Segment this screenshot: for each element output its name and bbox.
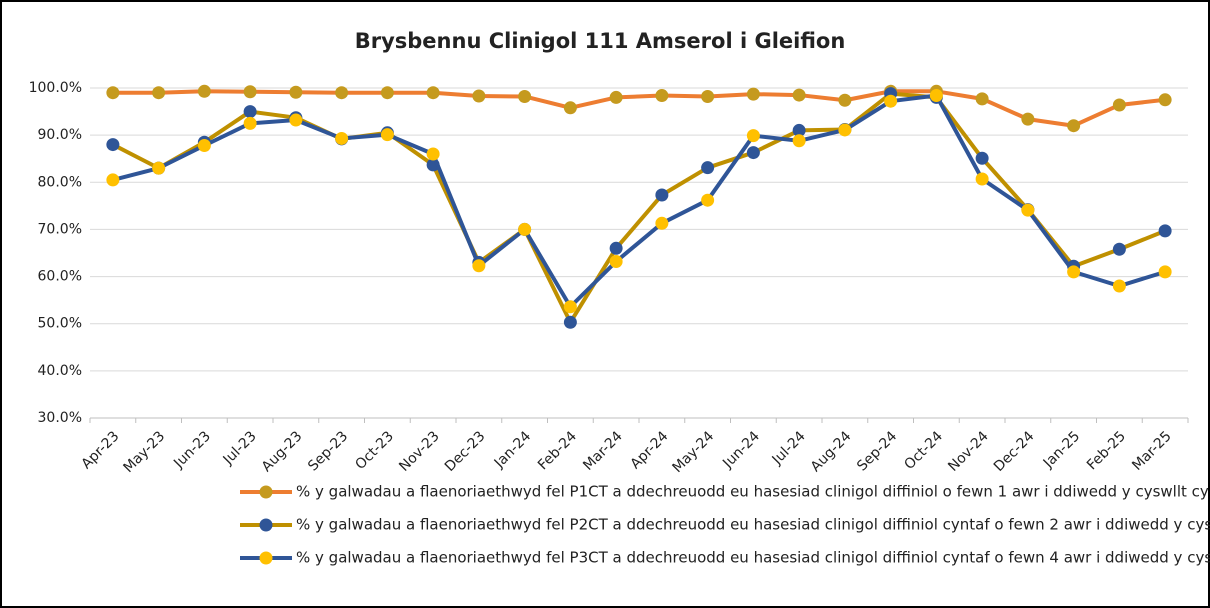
y-tick-label: 30.0% xyxy=(38,410,82,426)
point xyxy=(380,86,394,100)
point xyxy=(929,89,943,103)
point xyxy=(884,94,898,108)
point xyxy=(746,146,760,160)
point xyxy=(197,139,211,153)
y-tick-label: 50.0% xyxy=(38,316,82,332)
legend-label: % y galwadau a flaenoriaethwyd fel P3CT … xyxy=(296,549,1210,567)
point xyxy=(197,84,211,98)
point xyxy=(518,89,532,103)
point xyxy=(563,315,577,329)
point xyxy=(1158,265,1172,279)
point xyxy=(1158,224,1172,238)
point xyxy=(792,88,806,102)
point xyxy=(289,85,303,99)
point xyxy=(289,113,303,127)
point xyxy=(380,128,394,142)
point xyxy=(609,241,623,255)
point xyxy=(1158,93,1172,107)
point xyxy=(563,101,577,115)
point xyxy=(152,161,166,175)
point xyxy=(655,216,669,230)
point xyxy=(701,193,715,207)
point xyxy=(701,89,715,103)
y-tick-label: 40.0% xyxy=(38,363,82,379)
series-line xyxy=(111,91,1166,325)
point xyxy=(838,123,852,137)
point xyxy=(243,85,257,99)
point xyxy=(1021,203,1035,217)
chart-title: Brysbennu Clinigol 111 Amserol i Gleifio… xyxy=(355,29,846,53)
point xyxy=(609,254,623,268)
point xyxy=(1112,279,1126,293)
point xyxy=(1112,98,1126,112)
legend-marker xyxy=(259,518,273,532)
point xyxy=(1021,112,1035,126)
legend-marker xyxy=(259,485,273,499)
point xyxy=(746,129,760,143)
point xyxy=(1112,242,1126,256)
point xyxy=(838,93,852,107)
y-tick-label: 100.0% xyxy=(29,80,82,96)
point xyxy=(472,89,486,103)
y-tick-label: 70.0% xyxy=(38,221,82,237)
point xyxy=(746,87,760,101)
point xyxy=(426,147,440,161)
point xyxy=(975,151,989,165)
point xyxy=(106,86,120,100)
legend-label: % y galwadau a flaenoriaethwyd fel P1CT … xyxy=(296,483,1210,501)
series-line xyxy=(112,89,1166,128)
point xyxy=(792,123,806,137)
y-tick-label: 60.0% xyxy=(38,269,82,285)
point xyxy=(472,259,486,273)
point xyxy=(106,138,120,152)
point xyxy=(655,188,669,202)
series-line xyxy=(112,93,1166,309)
point xyxy=(335,86,349,100)
point xyxy=(975,172,989,186)
point xyxy=(1067,265,1081,279)
point xyxy=(152,86,166,100)
point xyxy=(792,134,806,148)
point xyxy=(243,116,257,130)
point xyxy=(975,92,989,106)
legend-marker xyxy=(259,551,273,565)
point xyxy=(609,90,623,104)
point xyxy=(426,86,440,100)
point xyxy=(701,161,715,175)
point xyxy=(563,300,577,314)
point xyxy=(335,131,349,145)
point xyxy=(518,222,532,236)
point xyxy=(106,173,120,187)
y-tick-label: 80.0% xyxy=(38,174,82,190)
point xyxy=(655,89,669,103)
y-tick-label: 90.0% xyxy=(38,127,82,143)
legend-label: % y galwadau a flaenoriaethwyd fel P2CT … xyxy=(296,516,1210,534)
point xyxy=(243,105,257,119)
point xyxy=(1067,119,1081,133)
